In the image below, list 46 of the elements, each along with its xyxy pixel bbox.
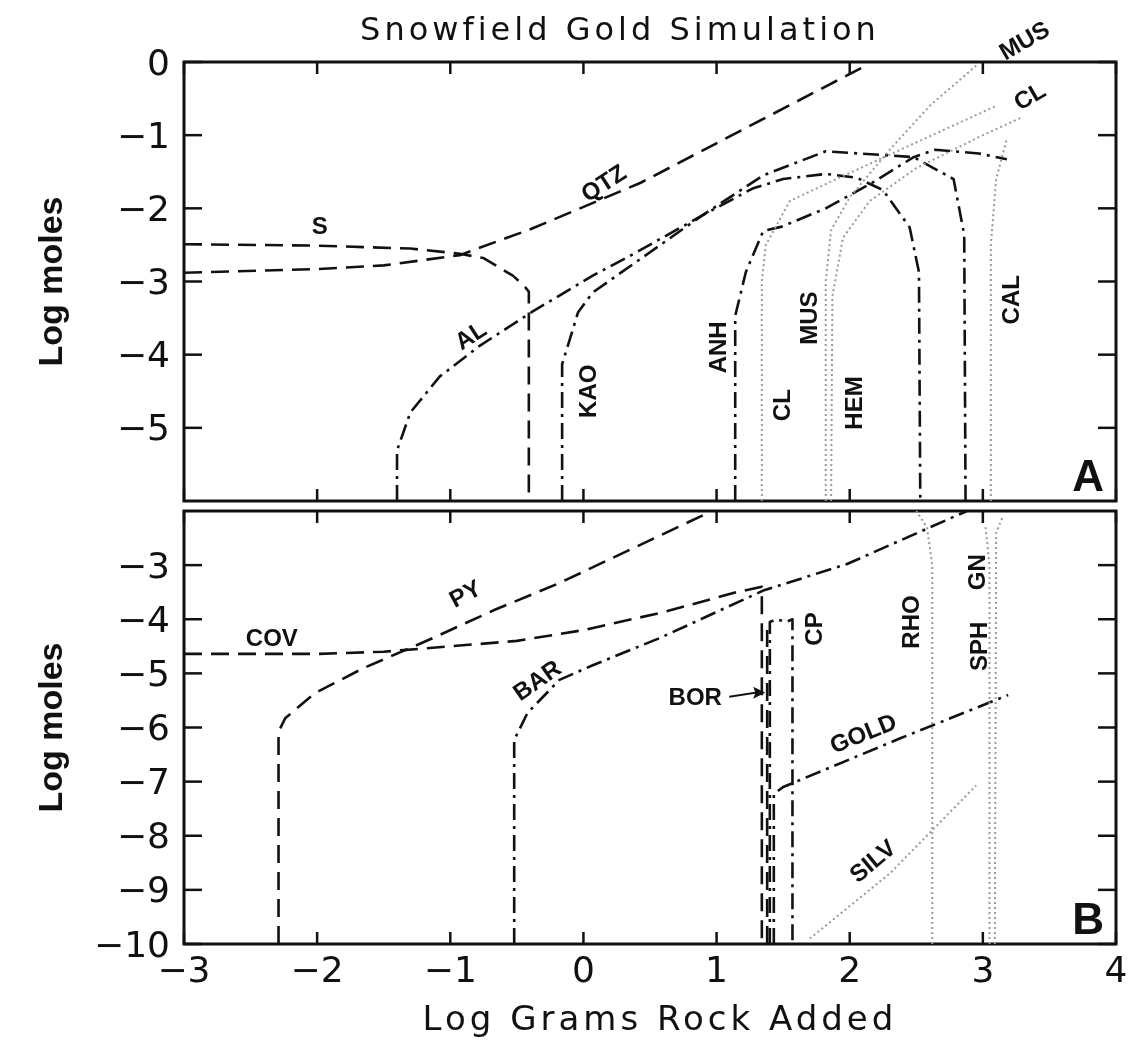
x-tick-label: −2 bbox=[290, 949, 344, 990]
y-tick-label: −5 bbox=[116, 407, 170, 449]
text: PY bbox=[444, 573, 486, 613]
text: MUS bbox=[794, 291, 822, 345]
text: BAR bbox=[507, 653, 566, 706]
text: GN bbox=[962, 554, 990, 591]
text: RHO bbox=[897, 595, 925, 649]
chart-title: Snowfield Gold Simulation bbox=[360, 10, 880, 48]
x-tick-label: 4 bbox=[1104, 949, 1128, 990]
y-tick-label: −5 bbox=[116, 652, 170, 694]
text: CAL bbox=[997, 275, 1025, 325]
y-tick-label: −9 bbox=[116, 869, 170, 911]
y-tick-label: −6 bbox=[116, 707, 170, 749]
y-tick-label: −7 bbox=[116, 761, 170, 803]
x-tick-label: 0 bbox=[571, 949, 595, 990]
text: SPH bbox=[965, 621, 993, 671]
text: AL bbox=[449, 314, 491, 355]
text: KAO bbox=[573, 364, 601, 418]
x-tick-label: −1 bbox=[423, 949, 477, 990]
text: MUS bbox=[994, 14, 1054, 65]
text: CP bbox=[800, 612, 828, 646]
y-tick-label: −3 bbox=[116, 544, 170, 586]
y-tick-label: −1 bbox=[116, 114, 170, 156]
y-axis-title: Log moles bbox=[31, 642, 69, 813]
annotation: A bbox=[1072, 451, 1104, 500]
y-tick-label: −4 bbox=[116, 598, 170, 640]
annotation: B bbox=[1072, 894, 1104, 943]
text: CL bbox=[768, 389, 796, 422]
y-tick-label: −8 bbox=[116, 815, 170, 857]
x-tick-label: 2 bbox=[838, 949, 862, 990]
series-label: S bbox=[311, 211, 328, 239]
text: HEM bbox=[840, 376, 868, 430]
y-tick-label: −4 bbox=[116, 334, 170, 376]
text: CL bbox=[1008, 75, 1051, 116]
y-tick-label: −2 bbox=[116, 187, 170, 229]
y-tick-label: −3 bbox=[116, 261, 170, 303]
x-tick-label: 3 bbox=[971, 949, 995, 990]
x-axis-title: Log Grams Rock Added bbox=[422, 998, 898, 1038]
text: GOLD bbox=[825, 707, 901, 759]
y-axis-title: Log moles bbox=[31, 196, 69, 367]
text: ANH bbox=[704, 321, 732, 374]
text: QTZ bbox=[575, 158, 631, 208]
y-tick-label: 0 bbox=[147, 41, 170, 83]
series-label: COV bbox=[245, 623, 298, 651]
x-tick-label: 1 bbox=[705, 949, 729, 990]
legend-label: BOR bbox=[668, 683, 722, 711]
